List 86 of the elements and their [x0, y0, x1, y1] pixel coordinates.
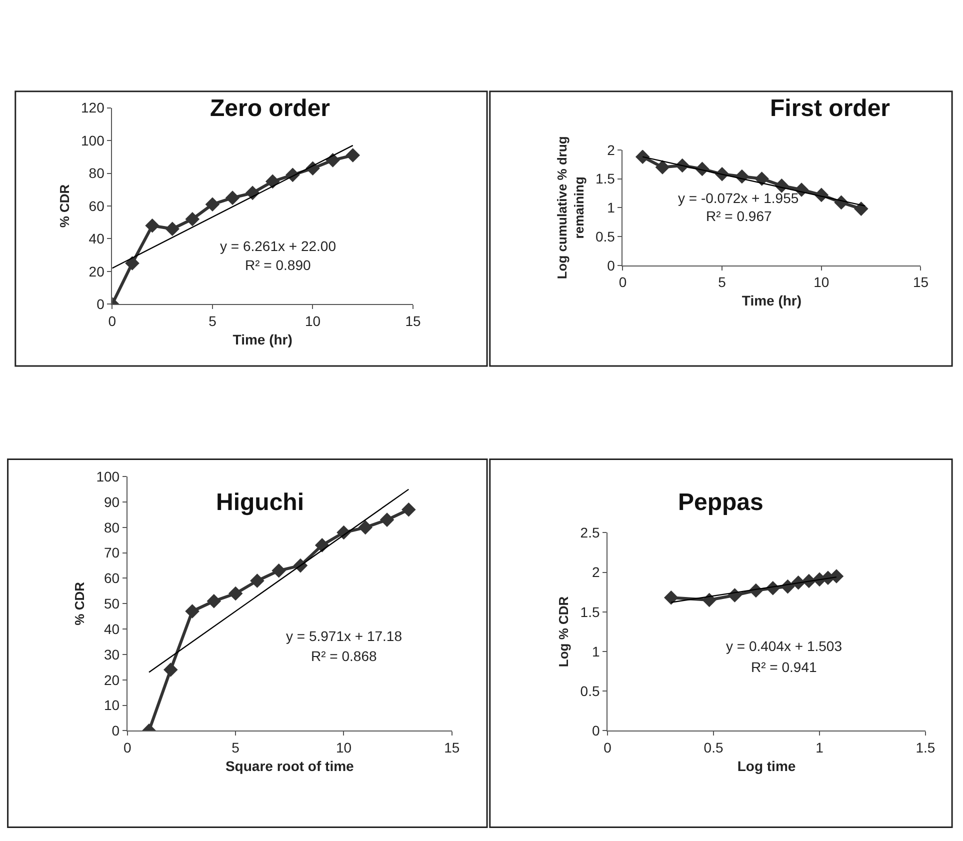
annotation: R² = 0.941: [751, 659, 817, 675]
y-axis-title: % CDR: [56, 184, 72, 228]
annotation: R² = 0.967: [706, 208, 772, 224]
y-tick-label: 60: [104, 570, 120, 586]
y-tick-label: 120: [81, 100, 105, 116]
y-tick-label: 80: [104, 519, 120, 536]
x-tick-label: 15: [444, 740, 460, 756]
y-tick-label: 50: [104, 596, 120, 612]
y-tick-label: 1.5: [595, 170, 616, 187]
point: [655, 160, 670, 174]
point: [402, 502, 416, 517]
y-tick-label: 60: [88, 198, 105, 214]
y-tick-label: 1: [607, 200, 616, 216]
y-tick-label: 20: [88, 263, 105, 280]
point: [854, 202, 868, 216]
y-tick-label: 40: [88, 230, 105, 247]
point: [358, 520, 373, 535]
point: [272, 563, 286, 578]
y-axis-title: Log cumulative % drug remaining: [554, 136, 586, 280]
chart-title: Zero order: [210, 95, 330, 122]
x-axis-title: Time (hr): [232, 331, 292, 348]
y-tick-label: 40: [104, 620, 120, 637]
point: [250, 574, 264, 588]
x-axis-title: Time (hr): [742, 292, 802, 308]
y-tick-label: 1.5: [580, 604, 600, 620]
y-tick-label: 30: [104, 646, 120, 662]
annotation: R² = 0.890: [245, 257, 311, 273]
chart-title: Peppas: [678, 489, 764, 516]
text: Higuchi: [216, 489, 304, 516]
point: [228, 586, 243, 601]
point: [145, 218, 160, 233]
x-tick-label: 5: [232, 740, 240, 756]
y-tick-label: 100: [96, 468, 120, 484]
x-tick-label: 1: [816, 740, 824, 756]
y-tick-label: 0: [112, 722, 120, 739]
y-tick-label: 2: [607, 142, 616, 158]
point: [185, 604, 200, 618]
x-tick-label: 0.5: [704, 740, 724, 756]
y-axis-title: Log % CDR: [556, 596, 572, 668]
annotation: y = 0.404x + 1.503: [726, 638, 842, 654]
point: [265, 174, 280, 189]
point: [185, 212, 200, 226]
x-tick-label: 1.5: [916, 740, 936, 756]
x-tick-label: 10: [336, 740, 352, 756]
y-tick-label: 0: [96, 296, 105, 312]
chart-title: First order: [770, 95, 890, 122]
x-tick-label: 0: [618, 274, 627, 290]
point: [380, 512, 394, 527]
x-tick-label: 15: [405, 312, 422, 329]
point: [205, 197, 220, 212]
x-axis-title: Square root of time: [225, 758, 354, 774]
y-tick-label: 80: [88, 165, 105, 182]
y-tick-label: 10: [104, 697, 120, 714]
point: [346, 148, 360, 162]
x-tick-label: 5: [208, 312, 217, 329]
y-tick-label: 0: [592, 722, 600, 739]
annotation: y = 6.261x + 22.00: [220, 238, 336, 254]
annotation: y = 5.971x + 17.18: [286, 628, 402, 644]
point: [635, 150, 650, 164]
x-tick-label: 5: [718, 274, 726, 290]
point: [664, 590, 678, 605]
annotation: y = -0.072x + 1.955: [678, 190, 799, 206]
y-tick-label: 100: [81, 132, 105, 148]
y-tick-label: 2.5: [580, 524, 600, 541]
point: [206, 594, 222, 608]
point: [326, 153, 340, 168]
x-axis-title: Log time: [737, 758, 796, 774]
y-tick-label: 90: [104, 494, 120, 510]
y-tick-label: 20: [104, 672, 120, 688]
x-tick-label: 0: [123, 740, 132, 756]
point: [125, 256, 140, 270]
y-tick-label: 1: [592, 643, 600, 660]
point: [225, 190, 240, 205]
point: [165, 222, 180, 236]
x-tick-label: 15: [912, 274, 929, 290]
point: [754, 172, 769, 186]
annotation: R² = 0.868: [311, 648, 377, 664]
y-tick-label: 0.5: [595, 228, 616, 244]
x-tick-label: 10: [814, 274, 830, 290]
y-tick-label: 0.5: [580, 683, 600, 699]
y-tick-label: 70: [104, 544, 120, 561]
y-tick-label: 0: [607, 257, 616, 274]
y-axis-title: % CDR: [72, 581, 88, 626]
x-tick-label: 10: [304, 312, 321, 329]
y-tick-label: 2: [592, 564, 600, 580]
point: [163, 662, 178, 677]
